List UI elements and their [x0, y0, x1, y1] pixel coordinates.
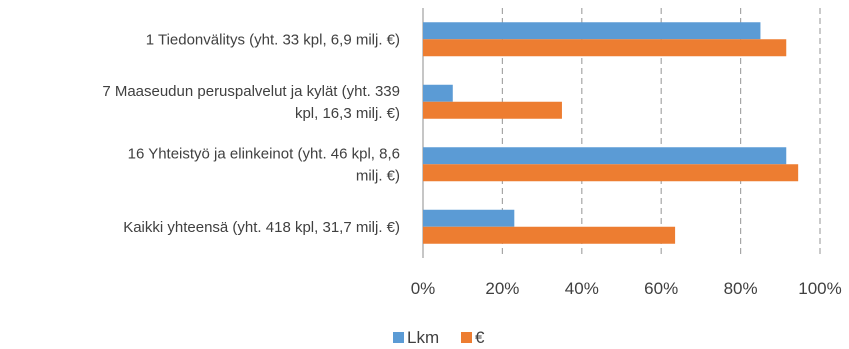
category-label: 7 Maaseudun peruspalvelut ja kylät (yht.… — [102, 83, 400, 100]
category-label: kpl, 16,3 milj. €) — [295, 105, 400, 122]
category-label: Kaikki yhteensä (yht. 418 kpl, 31,7 milj… — [123, 219, 400, 236]
x-tick-label: 80% — [724, 279, 758, 298]
bar-eur — [423, 164, 799, 182]
x-tick-labels: 0% 20% 40% 60% 80% 100% — [411, 279, 842, 298]
legend-swatch — [461, 332, 472, 343]
legend-label: € — [475, 328, 485, 347]
x-tick-label: 40% — [565, 279, 599, 298]
legend: Lkm € — [393, 328, 485, 347]
legend-label: Lkm — [407, 328, 439, 347]
bar-eur — [423, 101, 562, 119]
x-tick-label: 0% — [411, 279, 436, 298]
x-tick-label: 100% — [798, 279, 841, 298]
bar-eur — [423, 226, 676, 244]
bar-lkm — [423, 147, 787, 165]
x-tick-label: 60% — [644, 279, 678, 298]
category-label: 16 Yhteistyö ja elinkeinot (yht. 46 kpl,… — [128, 145, 400, 162]
bar-eur — [423, 39, 787, 57]
category-label: 1 Tiedonvälitys (yht. 33 kpl, 6,9 milj. … — [146, 31, 400, 48]
category-label: milj. €) — [356, 167, 400, 184]
bars — [423, 22, 799, 244]
category-labels: 1 Tiedonvälitys (yht. 33 kpl, 6,9 milj. … — [102, 31, 400, 236]
legend-swatch — [393, 332, 404, 343]
bar-lkm — [423, 22, 761, 40]
bar-lkm — [423, 84, 453, 102]
x-tick-label: 20% — [485, 279, 519, 298]
bar-lkm — [423, 209, 515, 227]
